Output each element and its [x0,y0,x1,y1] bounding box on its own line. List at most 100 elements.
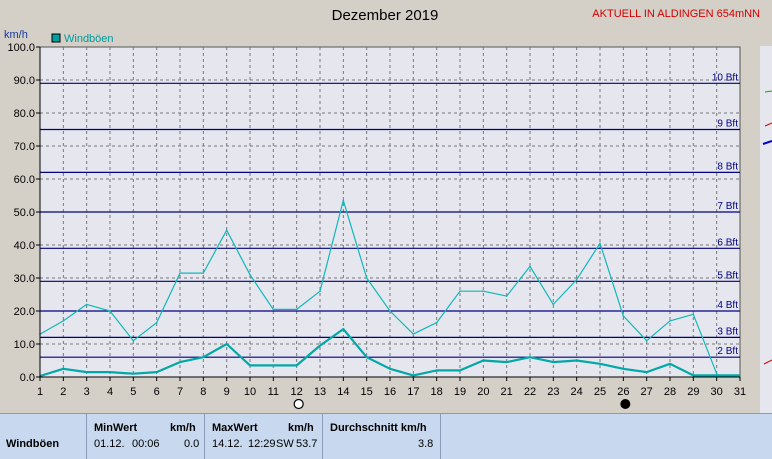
min-date: 01.12. [94,438,125,450]
data-point [552,303,555,306]
series-line-1 [39,199,718,374]
data-point [179,272,181,274]
x-tick-label: 27 [641,386,653,398]
data-point [342,328,345,330]
y-tick-label: 80.0 [14,108,35,120]
data-point [715,374,718,377]
new-moon-icon [620,399,631,409]
data-point [482,359,485,362]
x-tick-label: 3 [84,386,90,398]
data-point [249,273,251,276]
x-tick-label: 1 [37,386,43,398]
series-lines [39,199,741,378]
x-tick-label: 31 [734,386,746,398]
data-point [599,363,601,365]
data-point [342,199,345,202]
data-point [669,363,671,365]
beaufort-label: 3 Bft [717,326,738,337]
x-tick-label: 11 [268,386,279,398]
beaufort-label: 6 Bft [717,237,738,248]
x-tick-label: 5 [130,386,136,398]
data-point [155,321,158,324]
data-point [529,265,531,268]
data-point [85,303,88,306]
data-point [412,333,415,335]
min-unit: km/h [170,422,196,434]
data-point [505,361,508,363]
data-point [599,242,601,245]
data-point [225,343,228,345]
x-tick-label: 9 [224,386,230,398]
data-point [365,356,368,359]
x-tick-label: 8 [200,386,206,398]
x-tick-label: 15 [361,386,373,398]
data-point [435,369,438,372]
beaufort-label: 10 Bft [712,72,738,83]
data-point [365,277,368,279]
data-point [272,308,275,311]
beaufort-label: 7 Bft [717,201,738,212]
avg-value: 3.8 [418,438,434,450]
y-tick-label: 0.0 [20,372,35,384]
data-point [692,313,695,316]
data-point [295,364,298,367]
y-tick-label: 60.0 [14,174,35,186]
data-point [62,367,65,370]
beaufort-label: 9 Bft [717,119,738,130]
chart-title: Dezember 2019 [332,7,439,24]
data-point [179,361,181,363]
x-tick-label: 30 [711,386,723,398]
data-point [575,278,578,281]
data-point [552,361,555,363]
x-tick-label: 24 [571,386,583,398]
live-station-link[interactable]: AKTUELL IN ALDINGEN 654mNN [592,8,760,20]
x-tick-label: 17 [407,386,419,398]
data-point [482,290,485,293]
data-point [132,339,135,342]
min-time: 00:06 [132,438,160,450]
data-point [622,367,625,370]
x-tick-label: 20 [477,386,489,398]
y-tick-label: 20.0 [14,306,35,318]
data-point [505,295,508,297]
max-time: 12:29 [248,438,276,450]
data-point [389,367,391,370]
avg-header: Durchschnitt km/h [330,422,427,434]
beaufort-lines: 2 Bft 3 Bft 4 Bft 5 Bft 6 Bft 7 Bft 8 Bft 9 Bft… [40,72,740,358]
legend-label: Windböen [64,33,114,45]
side-panel-edge [760,46,772,413]
data-point [62,320,65,322]
x-tick-label: 14 [337,386,349,398]
data-point [739,374,741,377]
data-point [155,371,158,373]
data-point [202,272,205,274]
x-tick-label: 2 [60,386,66,398]
data-point [645,339,648,342]
stats-avg-cell: Durchschnitt km/h 3.8 [322,414,441,459]
y-axis-ticks: 0.0 10.0 20.0 30.0 40.0 50.0 60.0 70.0 80.0 90.0 1… [7,42,41,384]
y-tick-label: 30.0 [14,273,35,285]
x-tick-label: 6 [154,386,160,398]
y-tick-label: 90.0 [14,75,35,87]
data-point [715,372,718,375]
y-tick-label: 100.0 [7,42,35,54]
beaufort-label: 4 Bft [717,300,738,311]
x-tick-label: 28 [664,386,676,398]
wind-chart: 2 Bft 3 Bft 4 Bft 5 Bft 6 Bft 7 Bft 8 Bft 9 Bft… [4,7,772,413]
max-unit: km/h [288,422,314,434]
max-date: 14.12. [212,438,243,450]
y-tick-label: 70.0 [14,141,35,153]
statistics-panel: Windböen MinWert km/h 01.12. 00:06 0.0 M… [0,413,772,459]
data-point [459,369,461,372]
x-tick-label: 4 [107,386,113,398]
x-tick-label: 10 [244,386,256,398]
x-tick-label: 22 [524,386,536,398]
data-point [202,356,205,359]
data-point [622,315,625,317]
x-tick-label: 19 [454,386,466,398]
moon-phases [293,398,631,410]
beaufort-label: 5 Bft [717,270,738,281]
stats-row-label-cell: Windböen [0,414,87,459]
x-axis-ticks: 1 2 3 4 5 6 7 8 9 10 11 12 13 14 15 16 17 18 19 20 21 22 23 24 2… [37,376,746,398]
x-tick-label: 23 [547,386,559,398]
